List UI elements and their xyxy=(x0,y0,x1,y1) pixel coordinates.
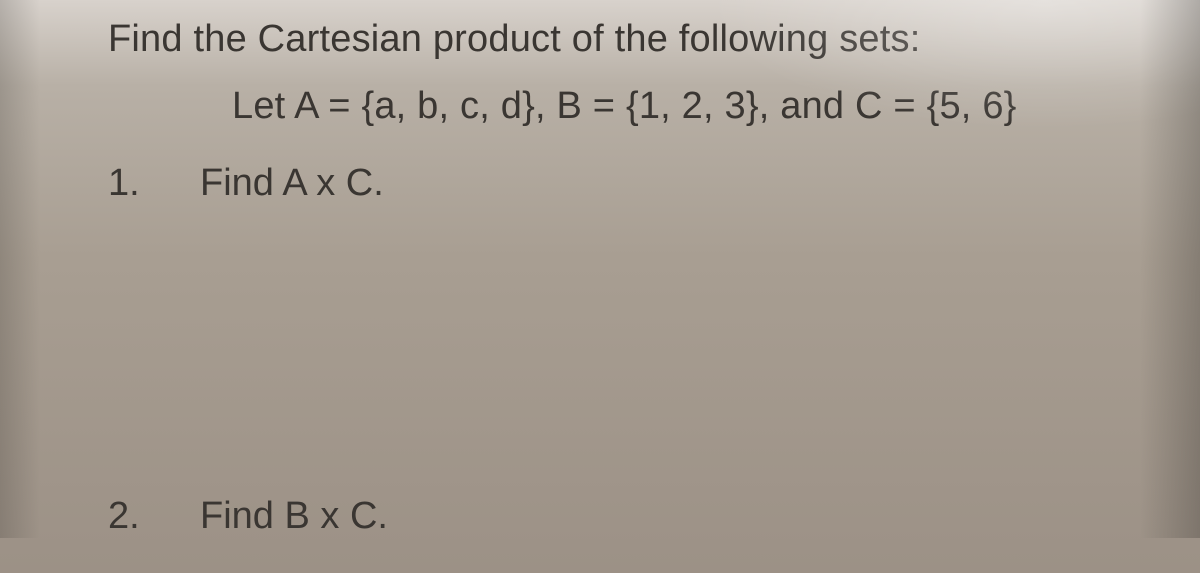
problem-number-1: 1. xyxy=(108,162,200,205)
problem-row-1: 1. Find A x C. xyxy=(108,162,1200,205)
problem-text-2: Find B x C. xyxy=(200,495,388,538)
problem-text-1: Find A x C. xyxy=(200,162,384,205)
worksheet-page: Find the Cartesian product of the follow… xyxy=(0,0,1200,538)
sets-definition: Let A = {a, b, c, d}, B = {1, 2, 3}, and… xyxy=(232,85,1200,128)
problem-number-2: 2. xyxy=(108,495,200,538)
problem-row-2: 2. Find B x C. xyxy=(108,495,1200,538)
page-title: Find the Cartesian product of the follow… xyxy=(108,18,1200,61)
vignette-left xyxy=(0,0,40,538)
vignette-right xyxy=(1140,0,1200,538)
